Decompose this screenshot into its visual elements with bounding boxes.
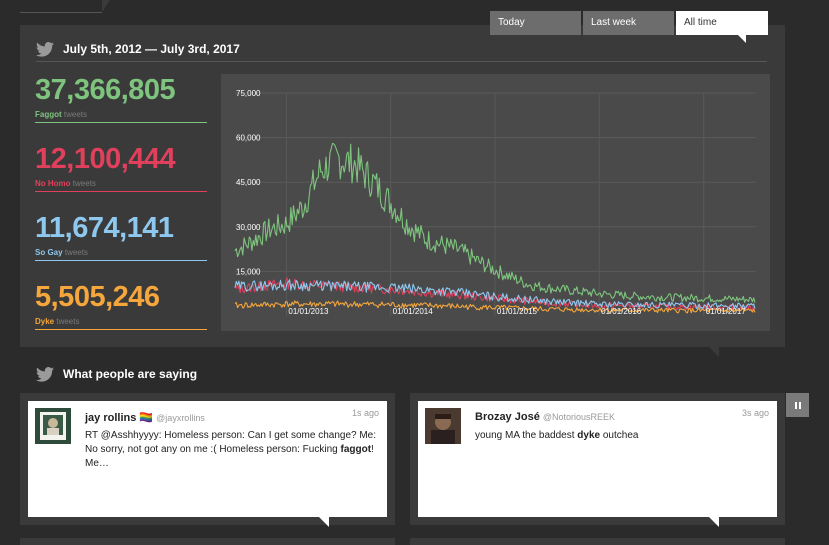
x-tick-label: 01/01/2017 [706,307,747,316]
tweet-card-wrapper: Brozay José @NotoriousREEK 3s ago young … [410,393,785,527]
tweet-author-name[interactable]: jay rollins 🏳️‍🌈 [85,412,154,424]
y-tick-label: 75,000 [236,89,261,98]
x-tick-label: 01/01/2016 [601,307,642,316]
series-line [234,300,756,314]
tweet-text: RT @Asshhyyyy: Homeless person: Can I ge… [85,429,377,471]
x-tick-label: 01/01/2013 [288,307,329,316]
stat-label: So Gay tweets [35,248,207,260]
stat-no-homo: 12,100,444 No Homo tweets [35,143,207,192]
tweet-text: young MA the baddest dyke outchea [475,429,767,443]
range-tabs: Today Last week All time [490,11,768,43]
tweet-timestamp[interactable]: 1s ago [351,408,379,418]
tweet-volume-chart: 75,000 60,000 45,000 30,000 15,000 01/01/2013… [221,74,770,331]
series-line [234,142,756,303]
tab-all-time[interactable]: All time [676,11,768,43]
stat-count: 5,505,246 [35,281,160,313]
tweet-author-name[interactable]: Brozay José [475,411,540,423]
tweet-highlight-term: dyke [577,430,601,441]
stat-dyke: 5,505,246 Dyke tweets [35,281,207,330]
stat-count: 11,674,141 [35,212,174,244]
stat-label: Dyke tweets [35,317,207,329]
tweet-timestamp[interactable]: 3s ago [741,408,769,418]
y-tick-label: 15,000 [236,267,261,276]
stat-suffix: tweets [72,179,96,188]
y-tick-label: 45,000 [236,178,261,187]
tweet-author[interactable]: Brozay José @NotoriousREEK [475,411,615,423]
tweet-author[interactable]: jay rollins 🏳️‍🌈 @jayxrollins [85,411,205,424]
next-tweet-card-edge [20,538,395,545]
stats-panel-header: July 5th, 2012 — July 3rd, 2017 [36,37,767,62]
tweet-text-before: young MA the baddest [475,430,578,441]
x-tick-label: 01/01/2015 [497,307,538,316]
feed-title: What people are saying [63,367,198,381]
stat-suffix: tweets [56,317,80,326]
twitter-bird-icon [36,366,54,382]
series-line [234,279,756,310]
date-range-title: July 5th, 2012 — July 3rd, 2017 [63,42,240,56]
next-tweet-card-edge [410,538,785,545]
pause-button[interactable] [786,393,809,417]
tweet-card-wrapper: jay rollins 🏳️‍🌈 @jayxrollins 1s ago RT … [20,393,395,527]
stat-term: Faggot [35,110,62,119]
feed-header: What people are saying [36,364,197,384]
pause-icon [794,396,802,414]
stats-panel: July 5th, 2012 — July 3rd, 2017 37,366,8… [20,25,785,357]
tweet-handle[interactable]: @NotoriousREEK [542,412,616,422]
avatar[interactable] [425,408,461,444]
chart-svg: 75,000 60,000 45,000 30,000 15,000 01/01/2013… [234,89,756,316]
tab-today[interactable]: Today [490,11,581,35]
stat-term: No Homo [35,179,71,188]
tweet-text-before: RT @Asshhyyyy: Homeless person: Can I ge… [85,430,377,455]
y-tick-label: 30,000 [236,223,261,232]
tweet-text-after: outchea [600,430,639,441]
stat-suffix: tweets [63,110,88,119]
stat-so-gay: 11,674,141 So Gay tweets [35,212,207,261]
top-panel-stub [20,0,110,13]
y-tick-label: 60,000 [236,134,261,143]
stat-faggot: 37,366,805 Faggot tweets [35,74,207,123]
stat-label: No Homo tweets [35,179,207,191]
tweet-handle[interactable]: @jayxrollins [156,413,205,423]
avatar[interactable] [35,408,71,444]
stat-count: 12,100,444 [35,143,176,175]
tab-last-week[interactable]: Last week [583,11,674,35]
stat-count: 37,366,805 [35,74,176,106]
stat-label: Faggot tweets [35,110,207,122]
x-tick-label: 01/01/2014 [393,307,434,316]
tweet-card[interactable]: Brozay José @NotoriousREEK 3s ago young … [418,401,777,527]
tweet-text-after: ! Me… [85,444,374,469]
tweet-highlight-term: faggot [340,444,372,455]
stat-suffix: tweets [64,248,88,257]
stat-term: Dyke [35,317,55,326]
stat-term: So Gay [35,248,63,257]
twitter-bird-icon [36,41,54,57]
tweet-card[interactable]: jay rollins 🏳️‍🌈 @jayxrollins 1s ago RT … [28,401,387,527]
